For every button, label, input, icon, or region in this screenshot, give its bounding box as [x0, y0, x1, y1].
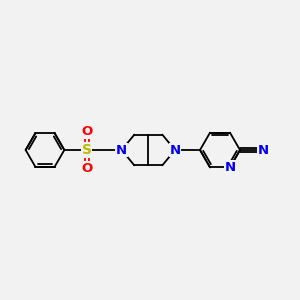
Text: N: N [258, 143, 269, 157]
Text: N: N [224, 161, 236, 174]
Text: N: N [169, 143, 181, 157]
Text: N: N [116, 143, 127, 157]
Text: O: O [81, 162, 92, 175]
Text: O: O [81, 125, 92, 138]
Text: S: S [82, 143, 92, 157]
